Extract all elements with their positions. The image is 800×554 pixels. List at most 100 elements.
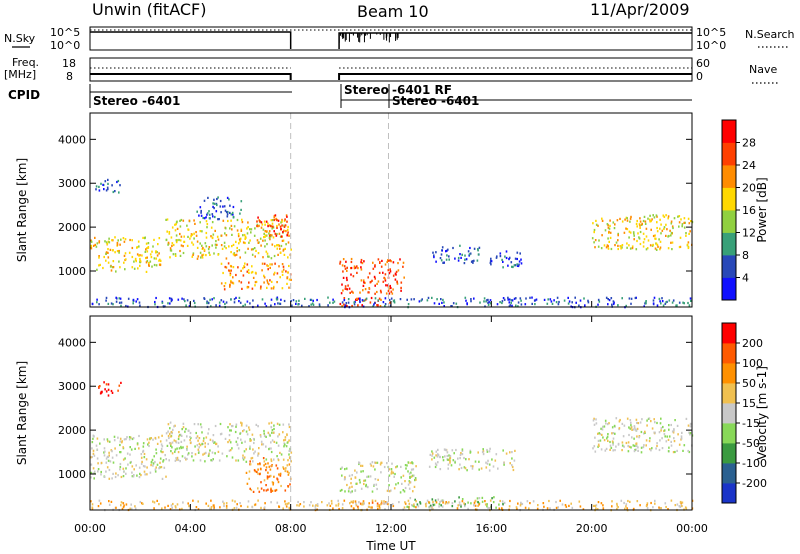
velocity-cell [130, 507, 133, 510]
power-cell [362, 289, 364, 292]
x-tick-label: 16:00 [475, 522, 507, 535]
power-cell [659, 300, 661, 303]
power-cell [631, 247, 634, 250]
power-cell [114, 190, 116, 193]
velocity-cell [197, 500, 199, 503]
power-cell [441, 301, 443, 304]
power-cell [105, 241, 108, 244]
velocity-cell [288, 423, 290, 426]
velocity-cell [661, 447, 664, 450]
power-cell [150, 256, 153, 259]
power-cell [380, 265, 383, 268]
power-colorbar-swatch [722, 277, 736, 301]
velocity-cell [248, 426, 250, 429]
velocity-cell [253, 469, 256, 472]
power-cell [156, 254, 159, 257]
power-cell [230, 224, 233, 227]
power-cell [496, 303, 499, 306]
power-cell [587, 299, 589, 302]
velocity-cell [646, 424, 648, 427]
power-cell [268, 224, 271, 227]
power-cell [116, 180, 118, 184]
velocity-cell [242, 456, 244, 460]
velocity-cell [253, 452, 255, 455]
power-cell [265, 250, 268, 253]
power-cell [118, 191, 120, 194]
power-cell [179, 249, 181, 253]
velocity-cell [108, 454, 110, 457]
power-cell [246, 270, 249, 273]
power-cell [107, 188, 109, 191]
velocity-cell [660, 429, 662, 432]
velocity-cell [600, 448, 603, 451]
power-cell [230, 298, 232, 301]
power-cell [359, 297, 361, 300]
velocity-cell [362, 503, 364, 506]
velocity-colorbar-swatch [722, 343, 736, 364]
velocity-cell [140, 462, 143, 465]
velocity-cell [290, 460, 292, 463]
power-cell [389, 270, 392, 273]
velocity-cell [237, 447, 240, 450]
power-cell [279, 235, 282, 238]
power-cell [274, 232, 277, 235]
velocity-cell [272, 483, 274, 486]
velocity-cell [656, 442, 658, 445]
velocity-cell [602, 436, 604, 439]
power-cell [166, 218, 169, 221]
power-cell [278, 232, 281, 235]
velocity-cell [165, 475, 167, 478]
power-cell [123, 240, 126, 243]
velocity-cell [244, 440, 246, 443]
power-cell [237, 232, 240, 236]
power-cell [473, 297, 475, 300]
power-cell [600, 247, 603, 250]
velocity-cell [645, 444, 647, 447]
velocity-cell [671, 430, 674, 433]
power-cell [420, 299, 423, 302]
power-cell [689, 230, 691, 233]
velocity-cell [174, 505, 177, 508]
nsearch-label: N.Search [745, 28, 795, 41]
velocity-cell [481, 496, 484, 499]
power-cell [226, 213, 229, 216]
power-cell [149, 253, 152, 256]
velocity-cell [455, 448, 457, 452]
power-cell [505, 250, 508, 253]
velocity-colorbar-tick-label: 15 [742, 397, 756, 410]
power-cell [243, 233, 246, 237]
power-cell [221, 247, 224, 250]
velocity-cell [181, 507, 183, 510]
velocity-cell [177, 451, 180, 454]
power-cell [584, 304, 586, 307]
power-cell [182, 251, 185, 255]
velocity-cell [344, 476, 346, 479]
power-cell [247, 247, 249, 250]
velocity-cell [570, 502, 572, 505]
power-cell [232, 243, 235, 246]
power-cell [520, 258, 522, 261]
date-title: 11/Apr/2009 [590, 0, 690, 19]
power-cell [165, 218, 167, 221]
velocity-cell [375, 483, 378, 486]
x-axis-label: Time UT [365, 539, 416, 553]
cpid-segment-2: Stereo [344, 83, 389, 97]
velocity-cell [111, 391, 114, 394]
velocity-cell [258, 447, 260, 450]
power-cell [208, 213, 211, 216]
power-cell [105, 251, 108, 254]
power-cell [286, 271, 289, 274]
power-cell [450, 305, 452, 308]
power-cell [617, 232, 619, 235]
power-cell [397, 262, 399, 265]
power-cell [452, 302, 455, 305]
velocity-cell [191, 455, 193, 458]
velocity-cell [440, 499, 443, 502]
power-cell [295, 300, 298, 303]
power-cell [606, 244, 609, 247]
velocity-cell [117, 474, 119, 477]
velocity-cell [288, 425, 291, 429]
velocity-cell [660, 507, 662, 510]
power-cell [476, 259, 479, 262]
power-cell [247, 269, 250, 272]
